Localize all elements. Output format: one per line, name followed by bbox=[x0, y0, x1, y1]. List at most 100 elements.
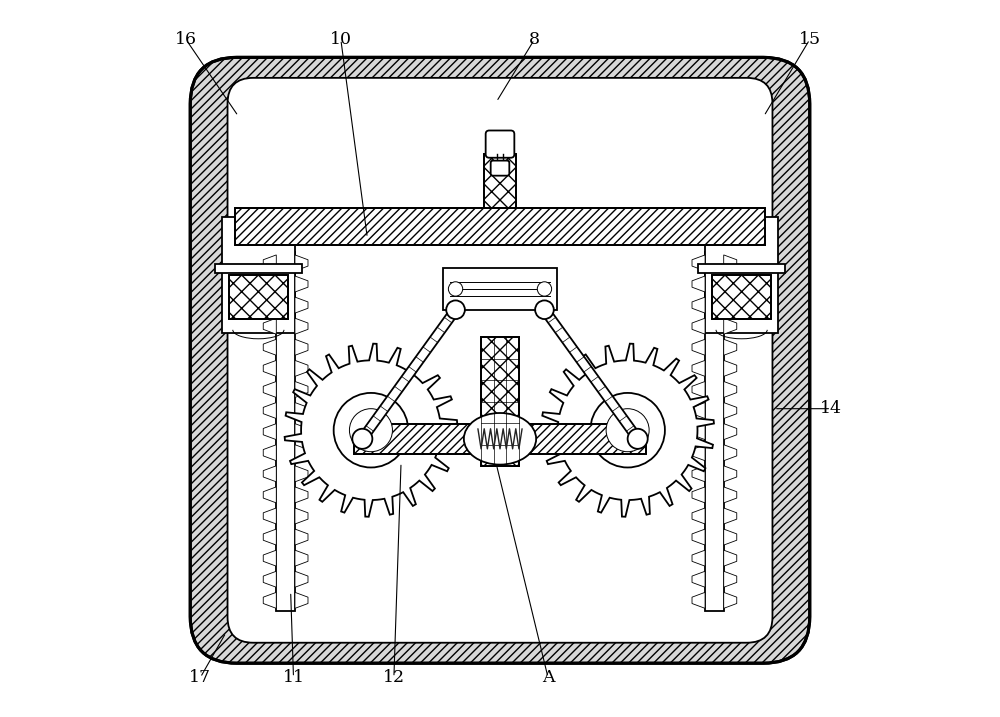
Polygon shape bbox=[263, 297, 276, 313]
Polygon shape bbox=[263, 381, 276, 397]
Bar bbox=[276, 252, 295, 611]
Polygon shape bbox=[692, 487, 705, 503]
Polygon shape bbox=[692, 550, 705, 566]
FancyBboxPatch shape bbox=[190, 57, 810, 663]
Polygon shape bbox=[263, 466, 276, 482]
Polygon shape bbox=[359, 307, 459, 442]
Polygon shape bbox=[295, 276, 308, 292]
Polygon shape bbox=[724, 297, 737, 313]
Circle shape bbox=[537, 282, 552, 296]
Circle shape bbox=[446, 300, 465, 319]
Bar bbox=[215, 264, 302, 273]
Polygon shape bbox=[263, 318, 276, 334]
Circle shape bbox=[590, 393, 665, 467]
Polygon shape bbox=[295, 529, 308, 545]
Polygon shape bbox=[724, 592, 737, 608]
Polygon shape bbox=[295, 487, 308, 503]
FancyBboxPatch shape bbox=[486, 130, 514, 158]
Circle shape bbox=[628, 429, 648, 449]
Polygon shape bbox=[263, 402, 276, 419]
Bar bbox=[484, 154, 516, 208]
Polygon shape bbox=[295, 297, 308, 313]
Polygon shape bbox=[295, 508, 308, 524]
Polygon shape bbox=[295, 402, 308, 419]
Polygon shape bbox=[263, 571, 276, 587]
Polygon shape bbox=[295, 424, 308, 440]
Polygon shape bbox=[541, 343, 714, 517]
Text: 11: 11 bbox=[283, 669, 305, 686]
Polygon shape bbox=[692, 402, 705, 419]
Text: 8: 8 bbox=[529, 31, 540, 48]
Polygon shape bbox=[541, 307, 641, 442]
Polygon shape bbox=[295, 255, 308, 271]
Bar bbox=[481, 337, 519, 466]
Bar bbox=[484, 154, 516, 208]
Polygon shape bbox=[692, 529, 705, 545]
Polygon shape bbox=[263, 255, 276, 271]
Bar bbox=[481, 337, 519, 466]
Polygon shape bbox=[692, 508, 705, 524]
Polygon shape bbox=[263, 424, 276, 440]
Bar bbox=[229, 275, 288, 320]
Bar bbox=[222, 217, 295, 333]
Polygon shape bbox=[724, 361, 737, 376]
Polygon shape bbox=[724, 571, 737, 587]
FancyBboxPatch shape bbox=[228, 78, 772, 642]
Polygon shape bbox=[263, 276, 276, 292]
Polygon shape bbox=[724, 550, 737, 566]
Text: 16: 16 bbox=[175, 31, 197, 48]
Polygon shape bbox=[692, 445, 705, 461]
Circle shape bbox=[535, 300, 554, 319]
Polygon shape bbox=[295, 466, 308, 482]
Polygon shape bbox=[263, 592, 276, 608]
Bar bbox=[235, 208, 765, 245]
Polygon shape bbox=[724, 487, 737, 503]
Bar bbox=[712, 275, 771, 320]
Polygon shape bbox=[263, 508, 276, 524]
Polygon shape bbox=[263, 339, 276, 356]
Polygon shape bbox=[295, 550, 308, 566]
Polygon shape bbox=[692, 381, 705, 397]
Polygon shape bbox=[692, 339, 705, 356]
Polygon shape bbox=[724, 339, 737, 356]
Polygon shape bbox=[295, 445, 308, 461]
Ellipse shape bbox=[464, 413, 536, 465]
Bar bbox=[705, 252, 724, 611]
Polygon shape bbox=[692, 255, 705, 271]
Bar bbox=[705, 217, 778, 333]
Circle shape bbox=[606, 409, 649, 452]
Polygon shape bbox=[295, 381, 308, 397]
Polygon shape bbox=[263, 550, 276, 566]
Polygon shape bbox=[724, 381, 737, 397]
Polygon shape bbox=[724, 445, 737, 461]
Polygon shape bbox=[724, 276, 737, 292]
Polygon shape bbox=[724, 508, 737, 524]
Text: A: A bbox=[542, 669, 554, 686]
Polygon shape bbox=[263, 445, 276, 461]
Polygon shape bbox=[295, 571, 308, 587]
Polygon shape bbox=[295, 361, 308, 376]
Bar bbox=[354, 424, 646, 454]
Text: 17: 17 bbox=[189, 669, 211, 686]
Text: 14: 14 bbox=[820, 400, 842, 417]
Polygon shape bbox=[263, 529, 276, 545]
Polygon shape bbox=[295, 592, 308, 608]
Bar bbox=[443, 268, 557, 310]
Polygon shape bbox=[263, 361, 276, 376]
Polygon shape bbox=[724, 318, 737, 334]
Bar bbox=[712, 275, 771, 320]
Text: 12: 12 bbox=[383, 669, 405, 686]
Circle shape bbox=[448, 282, 463, 296]
Bar bbox=[354, 424, 646, 454]
Bar bbox=[229, 275, 288, 320]
Circle shape bbox=[352, 429, 372, 449]
Polygon shape bbox=[692, 318, 705, 334]
Polygon shape bbox=[692, 571, 705, 587]
Polygon shape bbox=[724, 255, 737, 271]
Bar bbox=[235, 208, 765, 245]
FancyBboxPatch shape bbox=[491, 161, 509, 176]
Polygon shape bbox=[692, 592, 705, 608]
Bar bbox=[698, 264, 785, 273]
Polygon shape bbox=[295, 318, 308, 334]
Polygon shape bbox=[285, 343, 457, 517]
